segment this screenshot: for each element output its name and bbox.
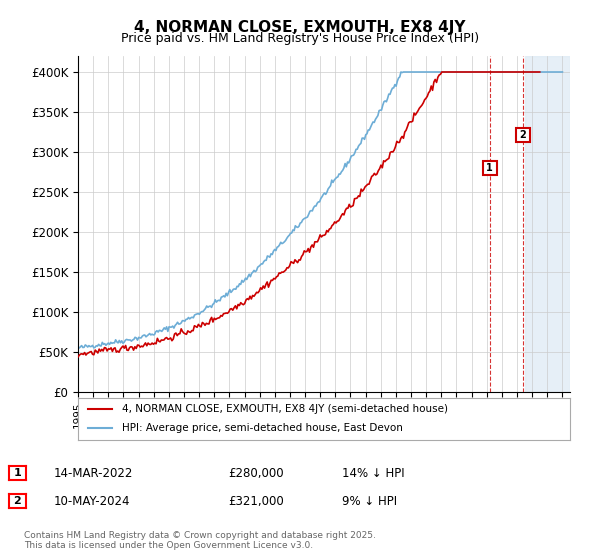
Text: Contains HM Land Registry data © Crown copyright and database right 2025.
This d: Contains HM Land Registry data © Crown c… xyxy=(24,530,376,550)
Text: 1: 1 xyxy=(14,468,21,478)
Text: 10-MAY-2024: 10-MAY-2024 xyxy=(54,494,131,508)
Text: 14% ↓ HPI: 14% ↓ HPI xyxy=(342,466,404,480)
Text: Price paid vs. HM Land Registry's House Price Index (HPI): Price paid vs. HM Land Registry's House … xyxy=(121,32,479,45)
Text: £321,000: £321,000 xyxy=(228,494,284,508)
Text: 2: 2 xyxy=(519,130,526,140)
Text: 2: 2 xyxy=(14,496,21,506)
Text: 14-MAR-2022: 14-MAR-2022 xyxy=(54,466,133,480)
Text: HPI: Average price, semi-detached house, East Devon: HPI: Average price, semi-detached house,… xyxy=(122,423,403,433)
Text: 1: 1 xyxy=(487,163,493,173)
Bar xyxy=(524,56,570,392)
Text: 4, NORMAN CLOSE, EXMOUTH, EX8 4JY: 4, NORMAN CLOSE, EXMOUTH, EX8 4JY xyxy=(134,20,466,35)
Text: £280,000: £280,000 xyxy=(228,466,284,480)
Text: 9% ↓ HPI: 9% ↓ HPI xyxy=(342,494,397,508)
Text: 4, NORMAN CLOSE, EXMOUTH, EX8 4JY (semi-detached house): 4, NORMAN CLOSE, EXMOUTH, EX8 4JY (semi-… xyxy=(122,404,448,414)
